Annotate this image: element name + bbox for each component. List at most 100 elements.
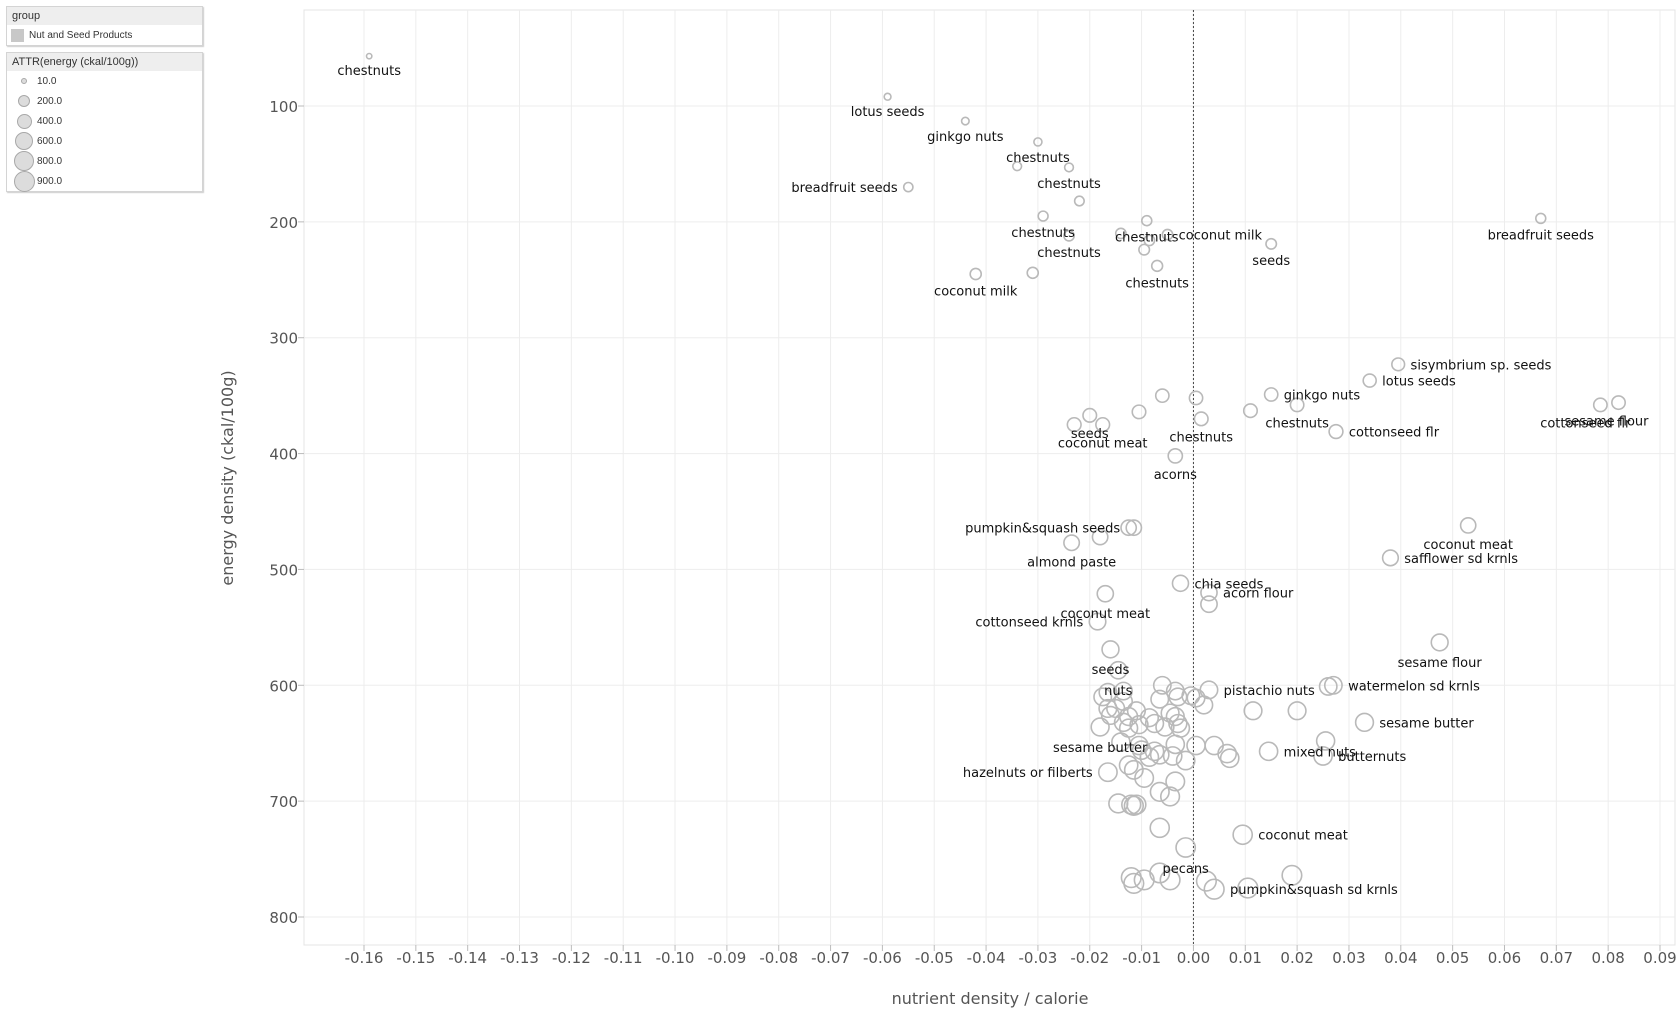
data-point[interactable]	[1194, 695, 1214, 715]
data-point[interactable]	[1168, 713, 1188, 734]
data-point[interactable]	[1063, 229, 1075, 242]
data-point[interactable]	[1362, 373, 1377, 388]
data-point[interactable]	[1430, 633, 1449, 652]
data-point[interactable]	[1139, 747, 1160, 768]
data-point[interactable]	[1131, 740, 1152, 761]
data-point[interactable]	[1133, 869, 1155, 891]
data-point[interactable]	[1149, 744, 1170, 765]
data-point[interactable]	[1171, 574, 1190, 593]
data-point[interactable]	[1287, 701, 1307, 721]
data-point[interactable]	[1188, 390, 1204, 406]
data-point[interactable]	[1237, 877, 1259, 899]
data-point[interactable]	[1113, 712, 1134, 733]
data-point[interactable]	[1125, 519, 1143, 537]
data-point[interactable]	[1150, 689, 1170, 709]
data-point[interactable]	[1096, 584, 1115, 603]
data-point[interactable]	[1195, 870, 1218, 892]
data-point[interactable]	[1265, 237, 1278, 250]
data-point[interactable]	[1328, 423, 1344, 440]
data-point[interactable]	[969, 267, 983, 281]
data-point[interactable]	[1354, 712, 1375, 733]
data-point[interactable]	[1242, 403, 1259, 419]
data-point[interactable]	[1033, 137, 1043, 147]
data-point[interactable]	[1289, 397, 1305, 413]
data-point[interactable]	[1193, 411, 1209, 427]
data-point[interactable]	[1167, 447, 1184, 464]
data-point[interactable]	[1126, 794, 1147, 815]
data-point[interactable]	[1204, 735, 1225, 756]
data-point[interactable]	[1258, 741, 1279, 762]
data-point[interactable]	[1118, 755, 1139, 776]
data-point[interactable]	[1219, 748, 1240, 769]
data-point[interactable]	[1012, 161, 1023, 172]
data-point[interactable]	[1113, 681, 1133, 701]
data-point[interactable]	[1026, 266, 1040, 280]
data-point[interactable]	[1093, 687, 1113, 707]
data-point[interactable]	[1161, 228, 1174, 241]
data-point[interactable]	[1101, 640, 1120, 659]
data-point[interactable]	[1037, 210, 1049, 222]
data-point[interactable]	[1459, 517, 1477, 534]
data-point[interactable]	[1073, 195, 1085, 207]
data-point[interactable]	[1200, 595, 1218, 614]
data-point[interactable]	[1323, 675, 1343, 695]
data-point[interactable]	[1155, 717, 1175, 737]
data-point[interactable]	[1186, 688, 1206, 708]
data-point[interactable]	[1217, 743, 1238, 764]
data-point[interactable]	[1175, 750, 1196, 771]
data-point[interactable]	[1160, 703, 1180, 723]
data-point[interactable]	[1200, 583, 1218, 602]
data-point[interactable]	[1129, 714, 1149, 735]
data-point[interactable]	[1108, 660, 1128, 680]
data-point[interactable]	[883, 92, 892, 101]
data-point[interactable]	[365, 52, 373, 60]
data-point[interactable]	[1150, 259, 1164, 273]
data-point[interactable]	[1114, 227, 1127, 240]
data-point[interactable]	[1162, 746, 1183, 766]
data-point[interactable]	[1097, 762, 1118, 783]
data-point[interactable]	[1066, 416, 1082, 433]
data-point[interactable]	[1063, 162, 1075, 173]
data-point[interactable]	[1120, 519, 1138, 537]
data-point[interactable]	[1391, 357, 1406, 372]
data-point[interactable]	[1592, 397, 1608, 413]
data-point[interactable]	[1144, 741, 1165, 762]
data-point[interactable]	[1131, 404, 1147, 420]
data-point[interactable]	[1611, 395, 1626, 411]
data-point[interactable]	[1535, 212, 1547, 225]
data-point[interactable]	[1144, 713, 1165, 734]
data-point[interactable]	[1281, 864, 1303, 886]
data-point[interactable]	[1134, 767, 1155, 788]
data-point[interactable]	[1138, 243, 1151, 256]
data-point[interactable]	[1149, 817, 1171, 839]
data-point[interactable]	[1232, 824, 1254, 846]
data-point[interactable]	[1090, 717, 1110, 737]
data-point[interactable]	[902, 181, 914, 193]
data-point[interactable]	[1149, 781, 1170, 802]
data-point[interactable]	[1263, 387, 1279, 402]
data-point[interactable]	[960, 116, 970, 126]
group-legend-item[interactable]: Nut and Seed Products	[7, 25, 202, 45]
data-point[interactable]	[1123, 759, 1144, 780]
data-point[interactable]	[1175, 837, 1197, 858]
data-point[interactable]	[1091, 528, 1109, 546]
data-point[interactable]	[1063, 534, 1081, 552]
data-point[interactable]	[1095, 416, 1111, 433]
data-point[interactable]	[1152, 675, 1172, 695]
data-point[interactable]	[1082, 407, 1098, 423]
data-point[interactable]	[1315, 731, 1336, 751]
data-point[interactable]	[1243, 701, 1263, 721]
data-point[interactable]	[1159, 869, 1181, 891]
data-point[interactable]	[1165, 771, 1186, 792]
data-point[interactable]	[1123, 872, 1145, 895]
data-point[interactable]	[1098, 682, 1118, 702]
data-point[interactable]	[1143, 234, 1156, 247]
data-point[interactable]	[1165, 734, 1186, 755]
data-point[interactable]	[1088, 612, 1107, 631]
data-point[interactable]	[1159, 786, 1181, 807]
data-point[interactable]	[1139, 708, 1160, 728]
data-point[interactable]	[1154, 388, 1170, 404]
data-point[interactable]	[1381, 549, 1400, 567]
data-point[interactable]	[1203, 878, 1225, 900]
data-point[interactable]	[1118, 718, 1139, 738]
